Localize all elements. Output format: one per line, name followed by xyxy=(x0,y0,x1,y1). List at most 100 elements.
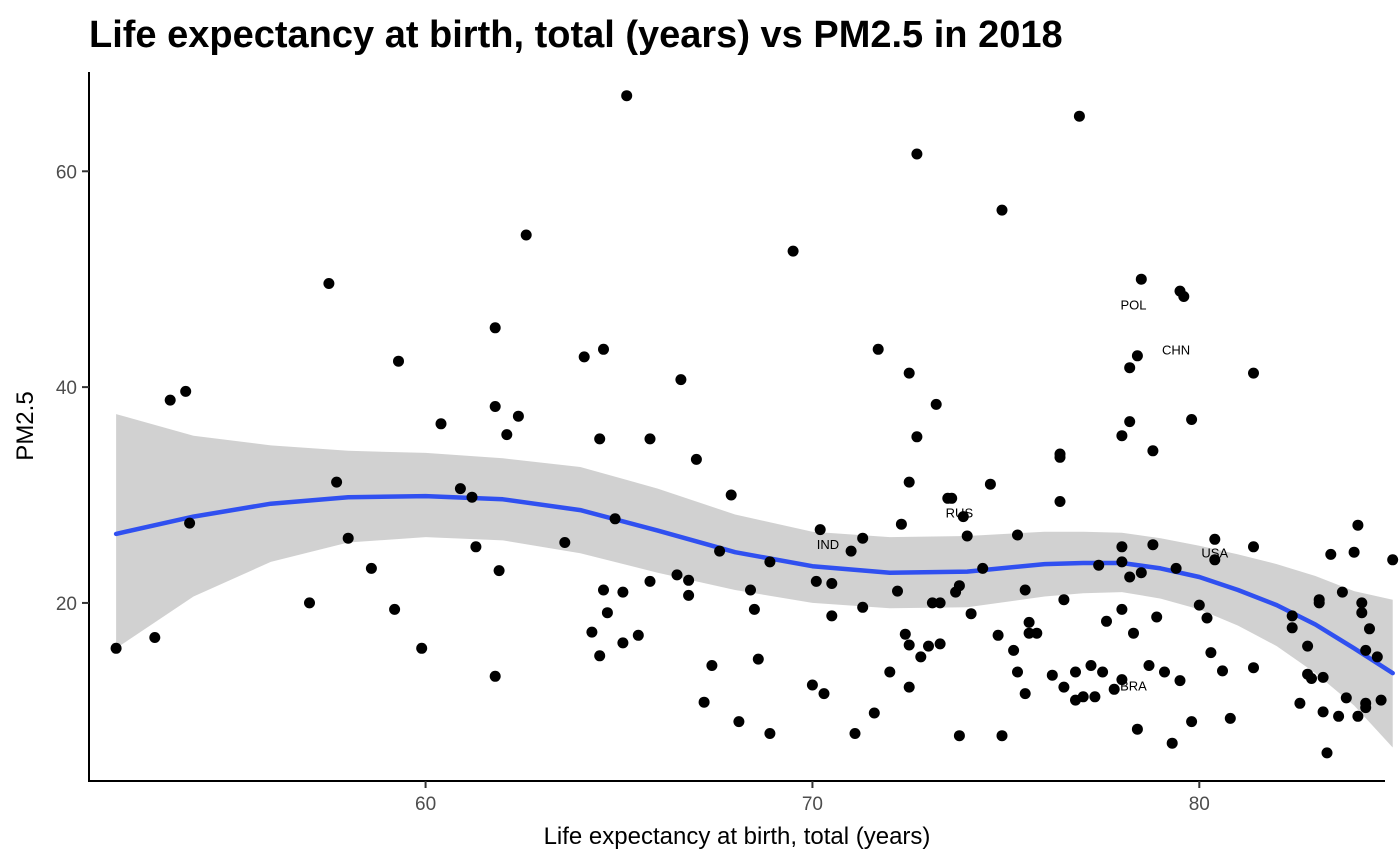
data-point xyxy=(1193,599,1205,611)
data-point xyxy=(1019,688,1031,700)
data-point xyxy=(110,642,122,654)
data-point xyxy=(1012,529,1023,541)
data-point xyxy=(1135,567,1147,579)
confidence-band xyxy=(116,414,1393,748)
data-point xyxy=(1070,666,1081,678)
data-point xyxy=(915,651,927,663)
data-point xyxy=(764,728,776,739)
data-point xyxy=(926,597,938,609)
data-point xyxy=(845,545,857,557)
data-point xyxy=(184,517,196,529)
confidence-band-layer xyxy=(116,414,1393,748)
data-point xyxy=(1317,671,1329,683)
data-point xyxy=(849,728,861,739)
data-point xyxy=(961,530,973,542)
data-point xyxy=(1224,712,1236,724)
data-point xyxy=(1294,697,1306,709)
data-point xyxy=(1151,611,1163,623)
x-tick-label: 60 xyxy=(415,794,436,815)
data-point xyxy=(601,607,613,619)
data-point xyxy=(1248,367,1259,379)
data-point xyxy=(857,532,869,544)
data-point xyxy=(520,229,532,241)
data-point xyxy=(489,670,501,682)
data-point xyxy=(466,491,478,503)
data-point xyxy=(1147,445,1159,457)
data-point xyxy=(1333,710,1345,722)
data-point xyxy=(331,476,343,488)
data-point xyxy=(934,597,946,609)
data-point xyxy=(903,476,915,488)
data-point xyxy=(389,603,401,615)
data-point xyxy=(733,716,745,728)
data-point xyxy=(594,650,606,662)
data-point xyxy=(1116,674,1128,686)
data-point xyxy=(1116,430,1128,442)
data-point xyxy=(903,367,915,379)
data-point xyxy=(621,90,633,102)
data-point xyxy=(1356,607,1368,619)
data-point xyxy=(671,569,683,581)
data-point xyxy=(1054,496,1066,507)
data-point xyxy=(892,585,903,597)
data-point xyxy=(1101,615,1112,627)
data-point xyxy=(1147,539,1159,551)
data-point xyxy=(934,638,946,650)
data-point xyxy=(164,394,176,406)
data-point xyxy=(598,584,609,596)
data-point xyxy=(644,575,656,587)
data-point xyxy=(745,584,756,596)
data-point xyxy=(1124,416,1136,428)
data-point xyxy=(1186,414,1198,425)
data-point xyxy=(903,639,915,651)
data-point xyxy=(748,603,760,615)
data-point xyxy=(1093,559,1105,571)
data-point xyxy=(1131,723,1143,735)
data-point xyxy=(632,629,644,641)
country-label: POL xyxy=(1120,297,1146,312)
data-point xyxy=(1375,694,1387,706)
data-point xyxy=(698,696,710,708)
data-point xyxy=(1170,562,1182,574)
data-point xyxy=(1286,610,1298,622)
data-point xyxy=(598,343,609,355)
data-point xyxy=(323,278,335,289)
y-axis-ticks: 20 40 60 xyxy=(56,162,89,615)
data-point xyxy=(675,374,687,386)
data-point xyxy=(586,626,598,638)
data-point xyxy=(814,524,826,536)
data-point xyxy=(764,556,776,568)
data-point xyxy=(965,608,977,620)
data-point xyxy=(559,537,571,548)
data-point xyxy=(1085,660,1097,671)
data-point xyxy=(752,653,764,665)
data-point xyxy=(787,245,799,257)
country-label: CHN xyxy=(1162,343,1190,358)
data-point xyxy=(512,410,524,422)
data-point xyxy=(895,518,907,530)
y-axis-title: PM2.5 xyxy=(12,391,39,460)
data-point xyxy=(1217,665,1228,677)
data-point xyxy=(578,351,590,363)
data-point xyxy=(180,385,192,397)
data-point xyxy=(1360,644,1372,656)
data-point xyxy=(1159,666,1170,678)
data-point xyxy=(1356,597,1368,609)
data-point xyxy=(1340,692,1352,704)
data-point xyxy=(996,730,1008,742)
data-point xyxy=(1248,541,1259,553)
data-point xyxy=(714,545,726,557)
data-point xyxy=(1360,702,1372,714)
data-point xyxy=(810,575,822,587)
data-point xyxy=(911,148,923,160)
data-point xyxy=(1166,737,1178,749)
data-point xyxy=(818,688,830,700)
data-point xyxy=(1371,651,1383,663)
data-point xyxy=(609,513,621,525)
data-point xyxy=(489,401,501,412)
data-point xyxy=(826,578,838,589)
data-point xyxy=(493,565,505,577)
data-point xyxy=(1128,627,1139,639)
data-point xyxy=(953,580,965,592)
data-point xyxy=(923,640,934,652)
